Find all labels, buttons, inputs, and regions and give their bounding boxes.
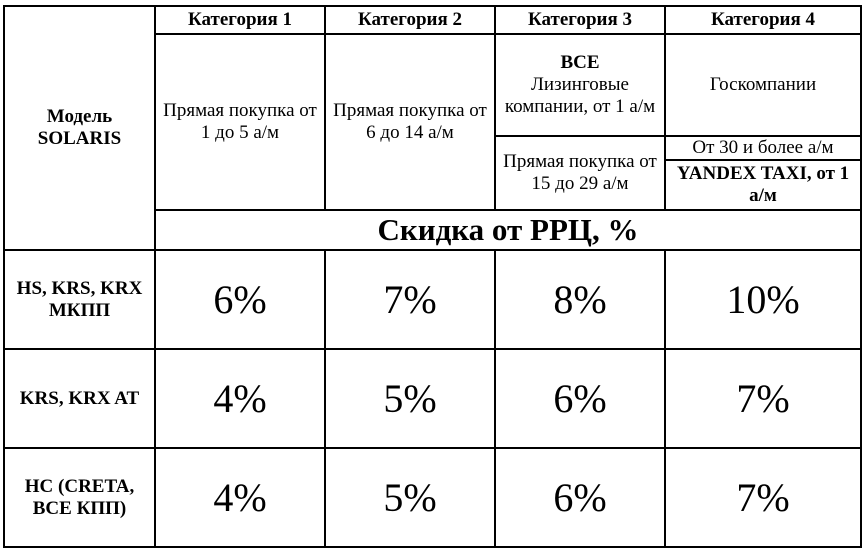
discount-value: 5% xyxy=(324,348,496,449)
discount-value: 10% xyxy=(664,249,862,350)
category-1-condition: Прямая покупка от 1 до 5 а/м xyxy=(154,33,326,211)
category-3-header: Категория 3 xyxy=(494,5,666,35)
table-row: HS, KRS, KRX МКПП 6% 7% 8% 10% xyxy=(3,249,862,350)
discount-value: 7% xyxy=(664,348,862,449)
discount-value: 7% xyxy=(664,447,862,548)
category-2-condition: Прямая покупка от 6 до 14 а/м xyxy=(324,33,496,211)
category-3-leasing-cell: ВСЕ Лизинговые компании, от 1 а/м xyxy=(494,33,666,137)
category-4-gov: Госкомпании xyxy=(664,33,862,137)
row-label: HC (CRETA, ВСЕ КПП) xyxy=(3,447,156,548)
discount-value: 4% xyxy=(154,348,326,449)
category-1-header: Категория 1 xyxy=(154,5,326,35)
discount-value: 4% xyxy=(154,447,326,548)
table-row: KRS, KRX AT 4% 5% 6% 7% xyxy=(3,348,862,449)
category-4-yandex: YANDEX TAXI, от 1 а/м xyxy=(664,159,862,211)
discount-title: Скидка от РРЦ, % xyxy=(154,209,862,251)
category-4-volume: От 30 и более а/м xyxy=(664,135,862,161)
category-3-leasing: Лизинговые компании, от 1 а/м xyxy=(504,74,656,117)
discount-value: 5% xyxy=(324,447,496,548)
discount-value: 6% xyxy=(154,249,326,350)
discount-table: Модель SOLARIS Категория 1 Категория 2 К… xyxy=(3,5,862,548)
discount-value: 6% xyxy=(494,348,666,449)
discount-value: 8% xyxy=(494,249,666,350)
category-3-all-title: ВСЕ xyxy=(560,52,600,74)
category-3-direct: Прямая покупка от 15 до 29 а/м xyxy=(494,135,666,211)
row-label: HS, KRS, KRX МКПП xyxy=(3,249,156,350)
row-label: KRS, KRX AT xyxy=(3,348,156,449)
category-4-header: Категория 4 xyxy=(664,5,862,35)
category-2-header: Категория 2 xyxy=(324,5,496,35)
discount-value: 7% xyxy=(324,249,496,350)
discount-value: 6% xyxy=(494,447,666,548)
model-header: Модель SOLARIS xyxy=(3,5,156,251)
table-row: HC (CRETA, ВСЕ КПП) 4% 5% 6% 7% xyxy=(3,447,862,548)
